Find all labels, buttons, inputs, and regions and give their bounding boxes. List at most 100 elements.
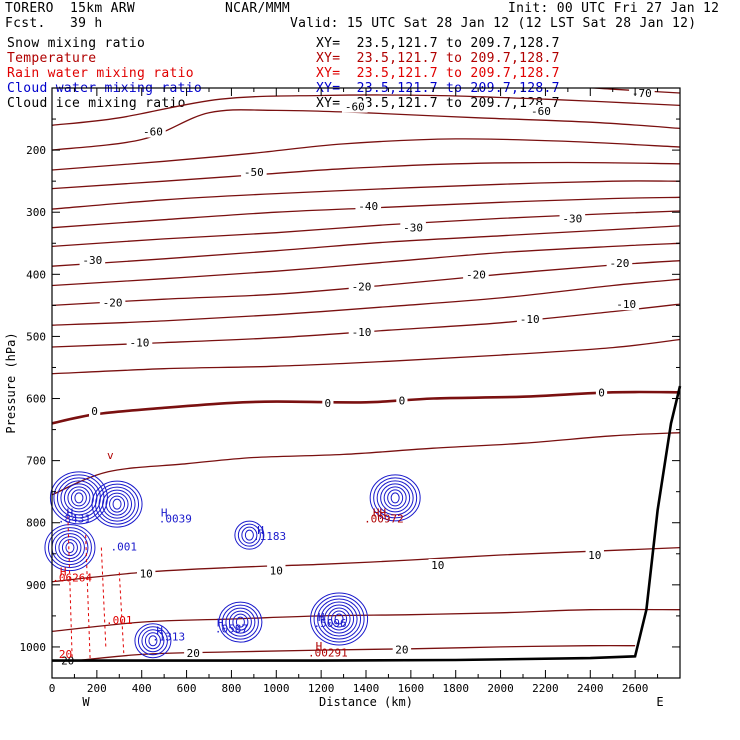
contour-label: -70	[632, 87, 652, 100]
cloud-water-contour	[91, 480, 143, 528]
maxima-label: .1313	[152, 631, 185, 644]
contour-label-bg	[606, 257, 633, 270]
cloud-water-contour	[234, 520, 265, 550]
x-tick-label: 2000	[487, 682, 514, 695]
cloud-water-contour	[320, 601, 358, 637]
cloud-water-contour	[235, 616, 245, 628]
maxima-label: .06264	[52, 572, 92, 585]
contour-label: -60	[531, 105, 551, 118]
cloud-water-contour	[109, 495, 126, 513]
cloud-water-contour	[148, 635, 158, 647]
contour-label: -60	[143, 125, 163, 138]
maxima-label: .00972	[364, 513, 404, 526]
cloud-water-contour	[70, 489, 87, 507]
cloud-water-contour	[244, 529, 254, 541]
valid-time: Valid: 15 UTC Sat 28 Jan 12 (12 LST Sat …	[290, 16, 697, 31]
cloud-water-contour	[369, 474, 421, 522]
cloud-water-contour	[144, 632, 161, 650]
contour-label-bg	[392, 643, 412, 656]
cloud-water-contour	[61, 539, 78, 557]
model-title: TORERO 15km ARW	[5, 1, 136, 16]
y-tick-label: 300	[26, 206, 46, 219]
maxima-label: v	[107, 449, 114, 462]
x-tick-label: 800	[221, 682, 241, 695]
contour-label-bg	[528, 104, 554, 117]
legend-field-name: Snow mixing ratio	[7, 36, 146, 51]
cloud-water-contour	[225, 607, 256, 637]
contour-label: 0	[399, 394, 406, 407]
cloud-water-contour	[387, 489, 404, 507]
temperature-contour	[52, 161, 680, 190]
contour-label-bg	[341, 100, 368, 113]
contour-label: -10	[520, 313, 540, 326]
maxima-label: H	[161, 507, 168, 520]
y-axis-label: Pressure (hPa)	[4, 332, 18, 433]
y-tick-label: 600	[26, 393, 46, 406]
cloud-water-contour	[228, 610, 252, 634]
maxima-label: H	[60, 566, 67, 579]
legend-field-name: Rain water mixing ratio	[7, 66, 194, 81]
contour-label: -10	[616, 298, 636, 311]
center-name: NCAR/MMM	[225, 1, 291, 16]
x-tick-label: 400	[132, 682, 152, 695]
maxima-label: .001	[111, 541, 138, 554]
contour-label-bg	[400, 221, 426, 234]
temperature-contour	[52, 180, 680, 210]
contour-label-bg	[348, 326, 375, 339]
contour-label-bg	[79, 254, 106, 267]
rain-contour	[100, 547, 107, 647]
x-tick-label: 1000	[263, 682, 290, 695]
contour-label-bg	[241, 165, 267, 178]
contour-label: 10	[431, 559, 444, 572]
contour-label: -10	[130, 337, 150, 350]
contour-label: 0	[325, 397, 332, 410]
cloud-water-contour	[134, 623, 172, 659]
legend-field-xy: XY= 23.5,121.7 to 209.7,128.7	[316, 51, 560, 66]
cloud-water-contour	[58, 536, 82, 560]
y-tick-label: 700	[26, 455, 46, 468]
maxima-label: .1183	[253, 530, 286, 543]
forecast-hour: Fcst. 39 h	[5, 16, 103, 31]
x-tick-label: 1200	[308, 682, 335, 695]
y-tick-label: 500	[26, 330, 46, 343]
temperature-contour	[52, 278, 680, 326]
temperature-contour	[52, 390, 680, 425]
cloud-water-contour	[331, 610, 348, 628]
contour-label-bg	[99, 296, 126, 309]
cloud-water-contour	[376, 480, 414, 516]
y-tick-label: 1000	[20, 641, 47, 654]
cloud-water-contour	[47, 527, 92, 569]
temperature-contour	[52, 94, 680, 126]
legend-field-xy: XY= 23.5,121.7 to 209.7,128.7	[316, 66, 560, 81]
maxima-label: H	[67, 507, 74, 520]
contour-label: 20	[395, 643, 408, 656]
temperature-contour	[52, 138, 680, 171]
x-tick-label: 600	[177, 682, 197, 695]
cloud-water-contour	[218, 601, 263, 643]
west-end-label: W	[82, 695, 90, 709]
temperature-contour	[52, 210, 680, 248]
temperature-contour	[52, 196, 680, 229]
contour-label-bg	[267, 564, 286, 577]
maxima-label: H	[257, 524, 264, 537]
x-tick-label: 0	[49, 682, 56, 695]
maxima-label: H	[318, 611, 325, 624]
cloud-water-contour	[310, 592, 369, 646]
contour-label-bg	[348, 280, 375, 293]
x-tick-label: 1600	[398, 682, 425, 695]
contour-label-bg	[322, 396, 334, 409]
cloud-water-contour	[324, 604, 355, 634]
y-tick-label: 800	[26, 517, 46, 530]
contour-label: -50	[244, 166, 264, 179]
x-tick-label: 2200	[532, 682, 559, 695]
contour-label-bg	[396, 394, 408, 407]
cloud-water-contour	[390, 492, 400, 504]
contour-label-bg	[137, 567, 156, 580]
cloud-water-contour	[380, 483, 411, 513]
maxima-label: .8431	[58, 513, 91, 526]
terrain-line	[52, 385, 682, 662]
rain-contour	[118, 572, 125, 654]
contour-label-bg	[89, 404, 101, 417]
cloud-water-contour	[383, 486, 407, 510]
east-end-label: E	[656, 695, 663, 709]
